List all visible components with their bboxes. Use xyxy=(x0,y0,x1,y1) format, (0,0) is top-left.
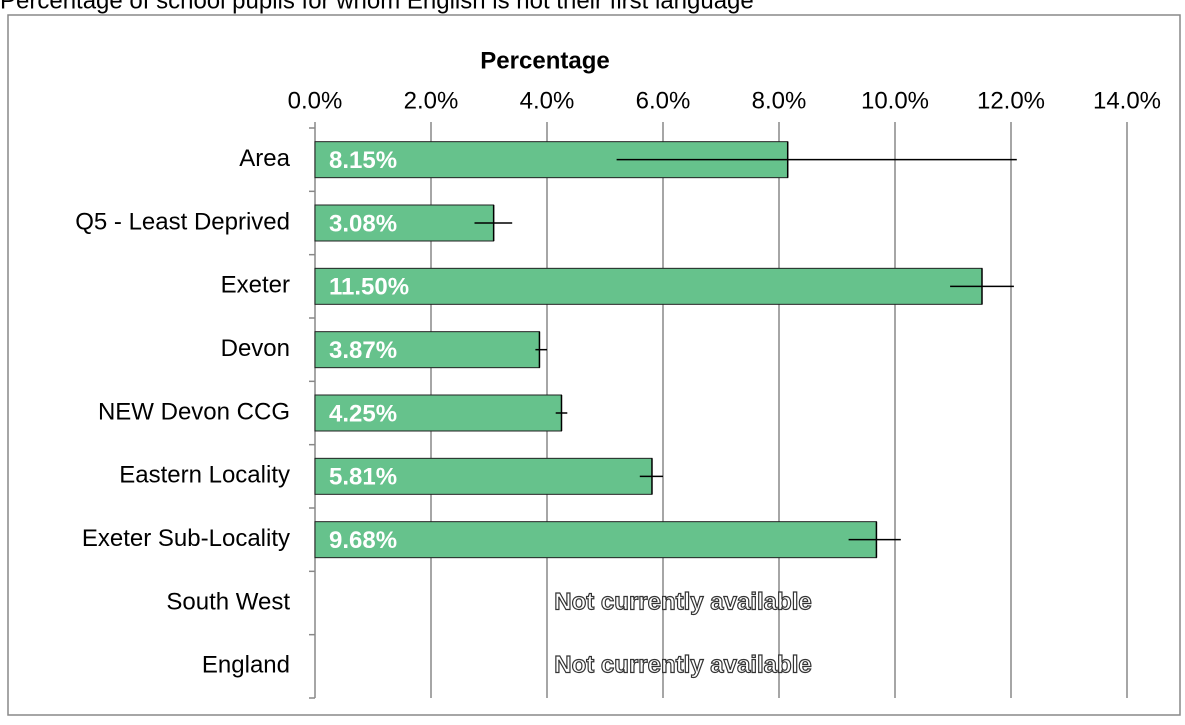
x-tick-label: 4.0% xyxy=(520,87,575,114)
missing-label: Not currently available xyxy=(554,588,811,615)
chart-frame xyxy=(7,14,1181,716)
bar xyxy=(314,267,983,305)
x-tick-label: 12.0% xyxy=(977,87,1045,114)
x-tick-label: 8.0% xyxy=(752,87,807,114)
value-label: 11.50% xyxy=(329,274,409,301)
y-tick-label: Exeter Sub-Locality xyxy=(82,525,290,552)
y-tick-label: Area xyxy=(239,145,290,172)
bar xyxy=(314,521,877,559)
x-tick-label: 0.0% xyxy=(288,87,343,114)
value-label: 8.15% xyxy=(329,147,397,174)
chart-title: Percentage of school pupils for whom Eng… xyxy=(0,0,754,14)
y-tick-label: Q5 - Least Deprived xyxy=(75,208,290,235)
value-label: 3.87% xyxy=(329,337,397,364)
value-label: 9.68% xyxy=(329,527,397,554)
x-tick-label: 14.0% xyxy=(1093,87,1161,114)
x-tick-label: 2.0% xyxy=(404,87,459,114)
x-tick-label: 10.0% xyxy=(861,87,929,114)
missing-label: Not currently available xyxy=(554,652,811,679)
y-tick-label: Eastern Locality xyxy=(119,462,290,489)
bar xyxy=(314,394,562,432)
y-tick-label: South West xyxy=(166,588,290,615)
x-axis-label: Percentage xyxy=(480,47,609,74)
bar xyxy=(314,331,540,369)
bar xyxy=(314,457,653,495)
bar xyxy=(314,204,495,242)
y-tick-label: Devon xyxy=(221,335,290,362)
value-label: 5.81% xyxy=(329,464,397,491)
value-label: 4.25% xyxy=(329,400,397,427)
value-label: 3.08% xyxy=(329,210,397,237)
x-tick-label: 6.0% xyxy=(636,87,691,114)
y-tick-label: England xyxy=(202,652,290,679)
y-tick-label: Exeter xyxy=(221,272,290,299)
y-tick-label: NEW Devon CCG xyxy=(98,398,290,425)
